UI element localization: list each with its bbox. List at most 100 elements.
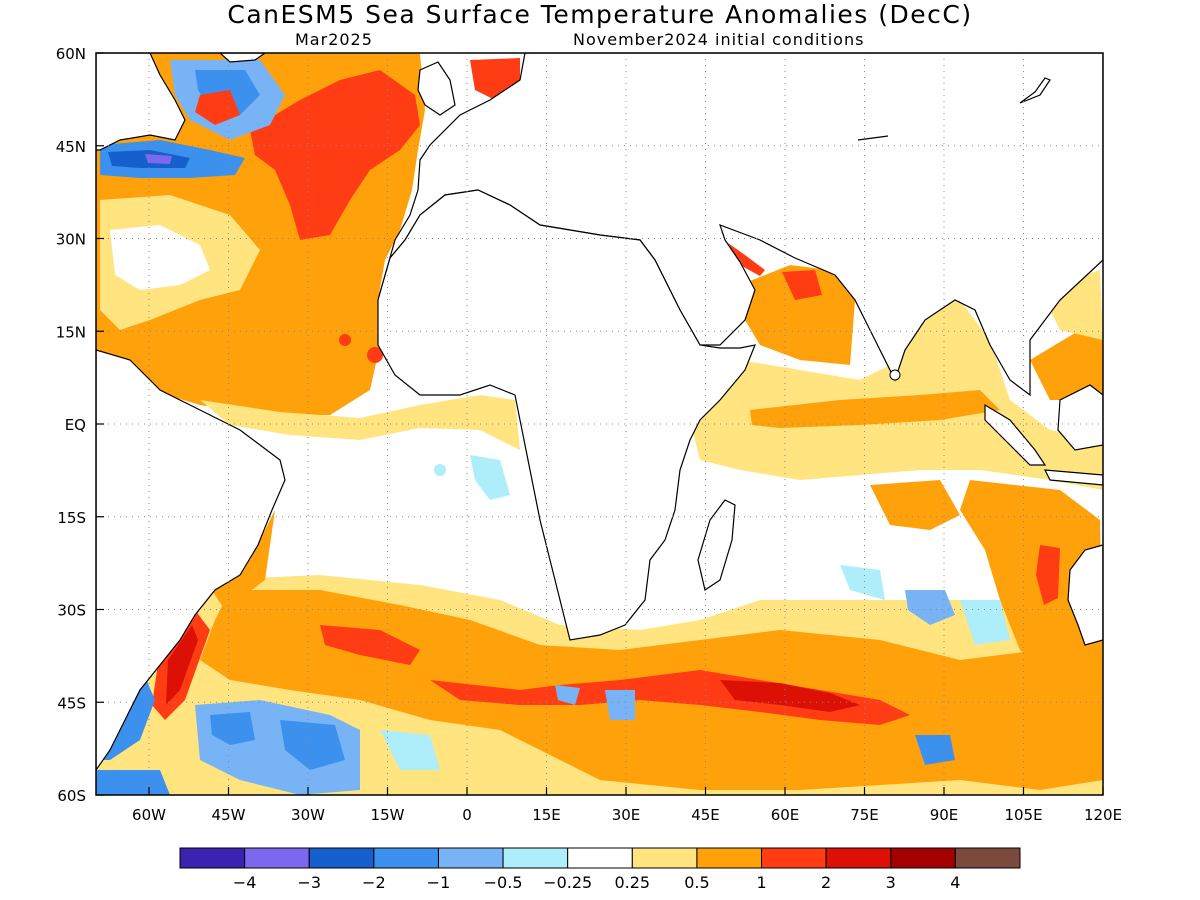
lon-tick-label: 0: [462, 806, 472, 824]
lat-tick-label: 60S: [57, 787, 86, 805]
anomaly-arabian-sea-red: [782, 270, 822, 300]
anomaly-south-atlantic-red: [320, 625, 420, 665]
lon-tick-label: 30E: [612, 806, 641, 824]
anomaly-gulfstream-red: [195, 90, 240, 125]
latitude-axis: 60N 45N 30N 15N EQ 15S 30S 45S 60S: [56, 45, 104, 805]
lon-tick-label: 45E: [691, 806, 720, 824]
lon-tick-label: 60E: [771, 806, 800, 824]
initial-conditions: November2024 initial conditions: [573, 30, 865, 49]
colorbar-swatch: [890, 847, 956, 869]
greenland: [219, 53, 267, 63]
anomaly-indian-ocean-yellow: [690, 300, 1103, 490]
colorbar-swatch: [631, 847, 698, 869]
africa-landmass: [377, 189, 756, 641]
anomaly-south-atlantic-cold-core-2: [280, 720, 345, 770]
colorbar-swatch: [696, 847, 763, 869]
colorbar-label: −1: [427, 873, 451, 892]
forecast-month: Mar2025: [295, 30, 373, 49]
anomaly-indian-ocean-deep-red: [720, 680, 860, 712]
australia: [1067, 544, 1103, 646]
lat-tick-label: EQ: [65, 416, 86, 434]
anomaly-drake-cold: [96, 770, 170, 795]
sri-lanka: [889, 369, 901, 381]
colorbar-label: 1: [756, 873, 766, 892]
sumatra: [984, 403, 1047, 466]
anomaly-south-atlantic-red-2: [430, 670, 910, 725]
colorbar-label: −4: [233, 873, 257, 892]
japan-north: [1019, 77, 1051, 104]
lat-tick-label: 15N: [56, 323, 86, 341]
java: [1043, 469, 1103, 486]
lat-tick-label: 60N: [56, 45, 86, 63]
north-america: [96, 53, 186, 151]
novaya-edge: [857, 135, 889, 141]
anomaly-south-indian-orange-patch: [870, 480, 960, 530]
anomaly-cape-cyan: [555, 685, 580, 705]
british-isles: [417, 61, 456, 116]
anomaly-newfoundland-deep-core: [145, 154, 172, 164]
anomaly-indian-ocean-cold: [905, 590, 955, 625]
anomaly-persian-gulf: [728, 243, 765, 276]
colorbar-label: 2: [821, 873, 831, 892]
anomaly-north-atlantic-white-patch: [110, 225, 210, 290]
anomaly-arabian-sea-orange: [740, 265, 855, 365]
lon-tick-label: 30W: [291, 806, 325, 824]
lon-tick-label: 15E: [532, 806, 561, 824]
lon-tick-label: 45W: [212, 806, 246, 824]
longitude-axis: 60W 45W 30W 15W 0 15E 30E 45E 60E 75E 90E 105E 120E: [132, 787, 1122, 824]
lon-tick-label: 105E: [1004, 806, 1042, 824]
anomaly-west-australia-red-2: [1036, 545, 1060, 605]
colorbar: −4 −3 −2 −1 −0.5 −0.25 0.25 0.5 1 2 3 4: [179, 847, 1021, 892]
anomaly-north-atlantic-red: [250, 70, 420, 240]
lon-tick-label: 15W: [371, 806, 405, 824]
colorbar-label: −0.5: [484, 873, 523, 892]
borneo: [1057, 384, 1103, 451]
colorbar-swatch: [502, 847, 569, 869]
madagascar: [697, 499, 736, 591]
anomaly-equatorial-atlantic-yellow: [200, 395, 520, 450]
colorbar-label: 4: [950, 873, 960, 892]
lat-tick-label: 15S: [57, 509, 86, 527]
anomaly-south-atlantic-cold-core: [210, 712, 255, 745]
lon-tick-label: 90E: [930, 806, 959, 824]
lon-tick-label: 120E: [1084, 806, 1122, 824]
colorbar-swatch: [373, 847, 439, 869]
chart-title: CanESM5 Sea Surface Temperature Anomalie…: [227, 0, 973, 29]
colorbar-label: −2: [362, 873, 386, 892]
colorbar-swatch: [567, 847, 633, 869]
colorbar-label: −0.25: [543, 873, 592, 892]
colorbar-label: 0.5: [684, 873, 709, 892]
continents: [96, 53, 1103, 772]
anomaly-guinea-red-spot: [367, 347, 383, 363]
colorbar-label: 0.25: [614, 873, 650, 892]
anomaly-argentine-shelf-deep-red: [166, 625, 198, 705]
colorbar-swatch: [825, 847, 892, 869]
anomaly-tropical-red-spot: [339, 334, 351, 346]
colorbar-swatch: [954, 847, 1021, 869]
colorbar-swatch: [244, 847, 310, 869]
lon-tick-label: 75E: [850, 806, 879, 824]
graticule: [96, 52, 1104, 796]
anomaly-southeast-indian-orange: [960, 480, 1103, 680]
anomaly-agulhas-cyan: [605, 690, 635, 720]
colorbar-swatch: [308, 847, 375, 869]
anomaly-equatorial-indian-orange: [750, 390, 1000, 428]
lat-tick-label: 30N: [56, 231, 86, 249]
anomaly-indian-ocean-cold-2: [915, 735, 955, 765]
colorbar-label: 3: [886, 873, 896, 892]
colorbar-swatch: [437, 847, 504, 869]
lon-tick-label: 60W: [132, 806, 166, 824]
colorbar-label: −3: [297, 873, 321, 892]
anomaly-indian-ocean-cyan: [960, 600, 1010, 645]
colorbar-swatch: [179, 847, 246, 869]
anomaly-indian-ocean-cyan-2: [840, 565, 885, 600]
anomaly-cyan-spot: [434, 464, 446, 476]
lat-tick-label: 30S: [57, 602, 86, 620]
lat-tick-label: 45S: [57, 694, 86, 712]
south-america: [96, 349, 286, 772]
anomaly-south-atlantic-cyan: [470, 455, 510, 500]
lat-tick-label: 45N: [56, 138, 86, 156]
colorbar-swatch: [761, 847, 827, 869]
anomaly-south-atlantic-cyan-strip: [380, 730, 440, 770]
